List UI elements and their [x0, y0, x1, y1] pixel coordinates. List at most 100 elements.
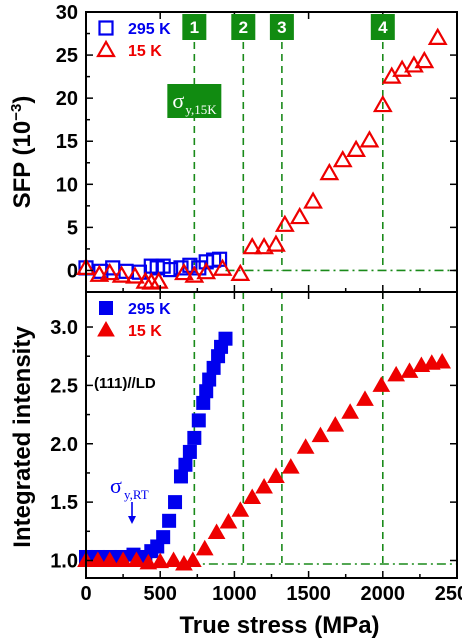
data-point-triangle: [125, 266, 145, 284]
data-point-triangle: [219, 512, 238, 529]
x-axis-label: True stress (MPa): [179, 612, 379, 639]
data-point-square: [162, 262, 179, 278]
data-point-triangle: [274, 214, 295, 232]
x-tick-label: 500: [144, 583, 177, 605]
data-point-triangle: [387, 365, 406, 382]
x-tick-label: 2000: [361, 583, 406, 605]
step-label-1: 1: [190, 18, 199, 37]
data-point-triangle: [372, 94, 393, 113]
x-tick-label: 1000: [212, 583, 257, 605]
data-point-triangle: [243, 488, 262, 504]
data-point-triangle: [183, 551, 202, 567]
y-tick-label: 1.5: [50, 492, 78, 514]
data-point-triangle: [414, 50, 435, 69]
sigma-15k-box: [167, 84, 222, 118]
data-point-square: [199, 384, 214, 399]
data-point-square: [202, 372, 217, 387]
y-axis-label-bottom: Integrated intensity: [9, 326, 36, 548]
y-tick-label: 25: [56, 45, 78, 67]
step-box-2: [231, 14, 256, 40]
data-point-square: [182, 444, 197, 459]
data-point-square: [187, 430, 202, 445]
sigma-rt-arrow-head: [128, 516, 137, 524]
data-point-triangle: [212, 258, 233, 276]
y-tick-label: 2.0: [50, 434, 78, 456]
step-box-4: [370, 14, 395, 40]
step-box-1: [182, 14, 207, 40]
data-point-triangle: [195, 539, 214, 556]
data-point-square: [191, 413, 206, 428]
data-point-triangle: [296, 438, 315, 454]
data-point-square: [173, 469, 188, 484]
data-point-triangle: [319, 162, 340, 181]
data-point-triangle: [89, 264, 110, 282]
data-point-square: [196, 395, 211, 410]
sigma-15k-subscript: y,15K: [185, 102, 217, 117]
step-label-4: 4: [378, 18, 388, 37]
y-tick-label: 5: [67, 217, 78, 239]
data-point-triangle: [99, 262, 120, 281]
data-point-triangle: [346, 139, 366, 157]
data-point-triangle: [148, 271, 169, 289]
legend-label: 295 K: [128, 21, 171, 38]
data-point-triangle: [89, 551, 107, 567]
data-point-triangle: [359, 130, 380, 148]
x-tick-label: 2500: [435, 583, 462, 605]
data-point-triangle: [114, 551, 132, 567]
data-point-triangle: [392, 59, 412, 77]
data-point-triangle: [303, 191, 323, 209]
y-tick-label: 2.5: [50, 375, 78, 397]
data-point-square: [156, 530, 171, 545]
x-tick-label: 1500: [286, 583, 331, 605]
data-point-triangle: [139, 553, 158, 570]
plot-frame: [85, 291, 458, 579]
data-point-triangle: [127, 551, 146, 567]
data-point-triangle: [231, 501, 250, 517]
legend-marker: [96, 39, 116, 58]
data-point-square: [178, 457, 193, 472]
data-point-triangle: [242, 236, 263, 255]
orientation-annotation: (111)//LD: [94, 375, 156, 392]
sigma-15k-label: σ: [172, 88, 184, 113]
legend-marker: [97, 320, 115, 337]
data-point-triangle: [433, 353, 452, 369]
data-point-triangle: [289, 206, 310, 225]
data-point-triangle: [230, 263, 251, 282]
data-point-square: [218, 331, 233, 346]
data-point-triangle: [326, 416, 345, 432]
data-point-square: [168, 495, 183, 510]
legend-label: 295 K: [128, 301, 171, 318]
data-point-triangle: [100, 551, 119, 567]
y-tick-label: 10: [56, 174, 78, 196]
data-point-triangle: [281, 458, 300, 474]
data-point-triangle: [111, 265, 132, 283]
y-tick-label: 15: [56, 131, 78, 153]
data-point-triangle: [372, 376, 391, 392]
sigma-rt-subscript: y,RT: [124, 487, 149, 502]
data-point-triangle: [207, 523, 226, 539]
step-label-2: 2: [239, 18, 248, 37]
step-box-3: [269, 14, 294, 40]
data-point-triangle: [255, 477, 273, 494]
data-point-triangle: [356, 390, 374, 406]
legend-marker: [99, 301, 113, 315]
sigma-rt-label: σ: [110, 473, 122, 498]
data-point-square: [162, 513, 177, 528]
data-point-triangle: [267, 467, 285, 483]
step-label-3: 3: [277, 18, 286, 37]
data-point-triangle: [427, 27, 448, 45]
y-tick-label: 3.0: [50, 317, 78, 339]
data-point-triangle: [254, 236, 274, 255]
data-point-triangle: [151, 552, 170, 569]
y-tick-label: 30: [56, 2, 78, 24]
y-tick-label: 0: [67, 260, 78, 282]
y-axis-label-top: SFP (10−3): [8, 96, 36, 209]
data-point-triangle: [266, 234, 286, 252]
data-point-triangle: [164, 551, 183, 567]
data-point-triangle: [311, 426, 330, 443]
y-tick-label: 20: [56, 88, 78, 110]
data-point-triangle: [332, 149, 353, 168]
y-tick-label: 1.0: [50, 550, 78, 572]
